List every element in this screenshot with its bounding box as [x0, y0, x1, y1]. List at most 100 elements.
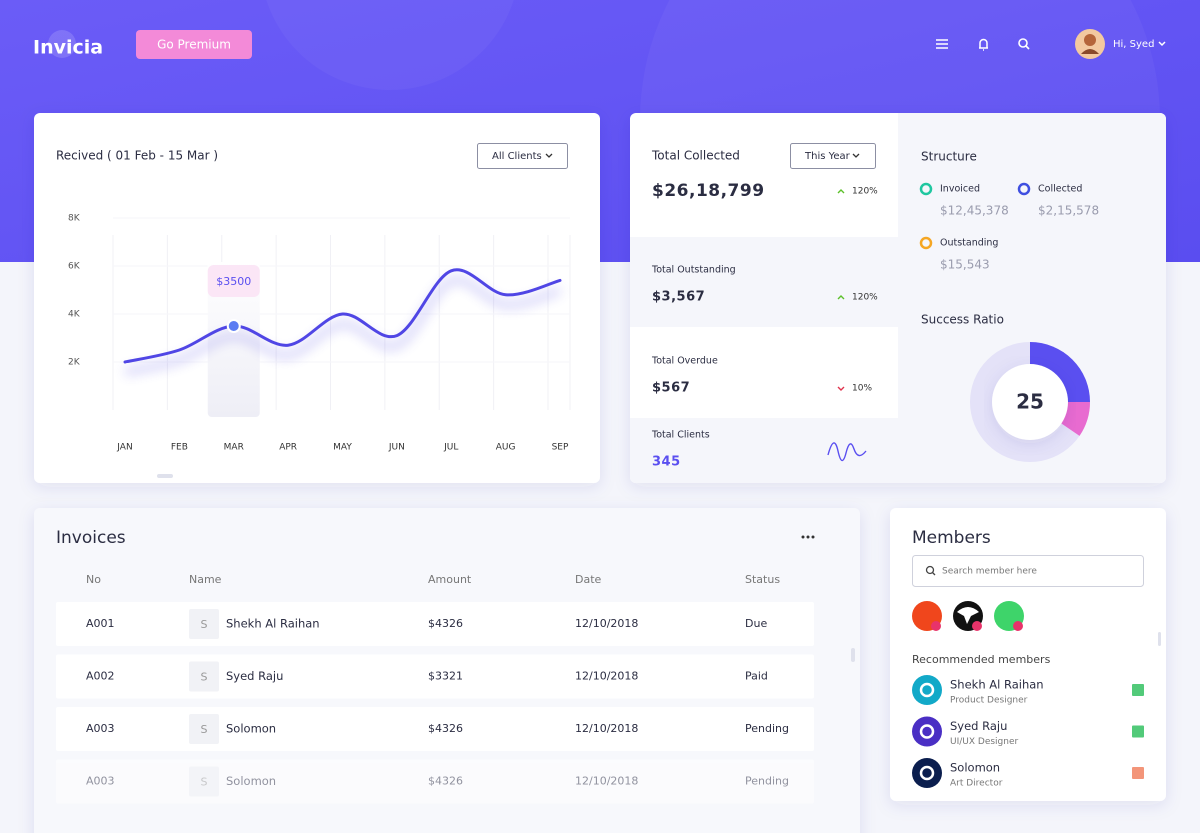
initial-box	[189, 661, 219, 692]
members-title: Members	[912, 528, 991, 548]
column-header: Amount	[428, 573, 472, 586]
search-placeholder: Search member here	[942, 567, 1037, 577]
member-icon-mark	[919, 765, 935, 781]
y-tick-label: 6K	[68, 262, 81, 272]
more-button[interactable]	[801, 535, 815, 539]
member-check[interactable]	[1132, 725, 1144, 738]
success-title: Success Ratio	[921, 313, 1004, 327]
legend-dot	[919, 182, 933, 196]
invoice-no: A002	[86, 670, 115, 683]
status: Pending	[745, 722, 789, 735]
legend-dot	[1017, 182, 1031, 196]
status: Due	[745, 617, 767, 630]
row-bg	[56, 602, 814, 646]
client-name: Solomon	[226, 774, 276, 788]
premium-button[interactable]: Go Premium	[136, 30, 252, 59]
trend-arrow	[837, 295, 845, 300]
success-donut: 25	[970, 342, 1090, 462]
initial: S	[201, 671, 208, 684]
structure-value: $12,45,378	[940, 204, 1009, 218]
invoice-row[interactable]: A003 S Solomon $4326 12/10/2018 Pending	[56, 759, 814, 804]
date: 12/10/2018	[575, 670, 638, 683]
remove-badge[interactable]	[1013, 621, 1023, 631]
period-filter[interactable]: This Year	[790, 143, 876, 169]
column-header: Date	[575, 573, 602, 586]
bell-icon[interactable]	[979, 38, 988, 51]
client-filter[interactable]: All Clients	[477, 143, 568, 169]
total-change: 10%	[852, 384, 872, 394]
invoice-row[interactable]: A002 S Syed Raju $3321 12/10/2018 Paid	[56, 654, 814, 699]
initial-box	[189, 714, 219, 744]
button-label: Go Premium	[157, 38, 231, 52]
recommended-title: Recommended members	[912, 653, 1051, 666]
trend-arrow	[837, 386, 845, 391]
structure-title: Structure	[921, 150, 977, 164]
search-box	[912, 555, 1144, 587]
value-label: $3500	[216, 275, 251, 288]
search-icon	[925, 565, 935, 575]
user-avatar[interactable]	[1075, 29, 1105, 59]
highlight-point	[226, 319, 241, 333]
member-name: Shekh Al Raihan	[950, 678, 1044, 692]
scrollbar	[1158, 632, 1161, 646]
line	[123, 268, 562, 364]
logo-dot	[48, 30, 76, 58]
x-tick-label: JUL	[443, 443, 458, 453]
total-change: 120%	[852, 187, 878, 197]
search-icon[interactable]	[1018, 38, 1030, 50]
total-value: 345	[652, 455, 681, 470]
invoice-row[interactable]: A001 S Shekh Al Raihan $4326 12/10/2018 Due	[56, 602, 814, 646]
x-tick-label: FEB	[171, 443, 188, 453]
member-avatars	[912, 601, 1024, 631]
member-icon-mark	[919, 682, 935, 698]
remove-badge[interactable]	[931, 621, 941, 631]
member-name: Syed Raju	[950, 719, 1007, 733]
button-bg	[136, 30, 252, 59]
chevron	[852, 153, 860, 158]
member-role: UI/UX Designer	[950, 737, 1018, 747]
dropdown-label: This Year	[804, 151, 851, 162]
initial: S	[201, 776, 208, 789]
avatar-mark	[957, 607, 979, 624]
member-role: Art Director	[950, 779, 1003, 789]
amount: $4326	[428, 617, 463, 630]
menu-icon[interactable]	[936, 39, 948, 49]
invoice-no: A003	[86, 775, 115, 788]
member-search[interactable]: Search member here	[912, 555, 1144, 587]
x-tick-label: APR	[279, 443, 297, 453]
donut-center	[992, 364, 1068, 440]
amount: $4326	[428, 722, 463, 735]
member-check[interactable]	[1132, 684, 1144, 696]
total-label: Total Outstanding	[651, 265, 736, 276]
totals: Total Collected $26,18,799 120% Total Outst…	[651, 149, 878, 470]
member-icon	[912, 758, 942, 788]
client-name: Solomon	[226, 722, 276, 736]
greeting[interactable]: Hi, Syed	[1113, 39, 1154, 50]
avatar-beard	[1081, 49, 1099, 54]
row-bg	[56, 759, 814, 804]
total-change: 120%	[852, 293, 878, 303]
column-header: No	[86, 573, 101, 586]
remove-badge[interactable]	[972, 621, 982, 631]
invoice-table: No Name Amount Date Status A001 S Shekh Al Raih…	[56, 573, 814, 804]
invoice-row[interactable]: A003 S Solomon $4326 12/10/2018 Pending	[56, 707, 814, 751]
structure: Invoiced $12,45,378 Collected $2,15,578 Outs…	[919, 182, 1099, 272]
dropdown-box	[790, 143, 876, 169]
member-check[interactable]	[1132, 767, 1144, 779]
x-tick-label: JAN	[116, 443, 132, 453]
member-name: Solomon	[950, 761, 1000, 775]
chart-title: Recived ( 01 Feb - 15 Mar )	[56, 149, 218, 163]
date: 12/10/2018	[575, 617, 638, 630]
chart-card	[34, 113, 600, 483]
column-header: Name	[189, 573, 222, 586]
logo: Invicia	[33, 37, 103, 59]
total-value: $26,18,799	[652, 181, 765, 201]
invoices-title: Invoices	[56, 528, 126, 548]
initial-box	[189, 766, 219, 797]
recommended-list: Shekh Al Raihan Product Designer Syed Raju…	[912, 675, 1144, 789]
legend-dot	[919, 236, 933, 250]
status: Paid	[745, 670, 768, 683]
row-bg	[56, 654, 814, 699]
x-tick-label: AUG	[496, 443, 516, 453]
